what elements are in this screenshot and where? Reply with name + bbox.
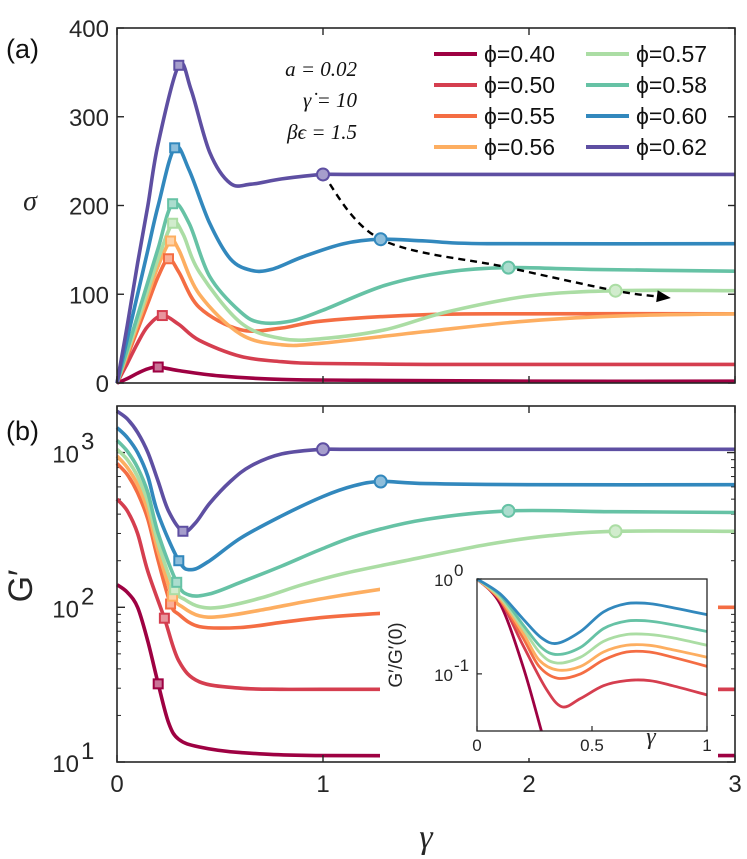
peak-marker-phi-0-40 xyxy=(152,361,164,373)
panel-b-ytick-exponent: 2 xyxy=(81,583,94,610)
modulus-curve-phi-0-55 xyxy=(115,462,406,630)
panel-a-ytick-label: 300 xyxy=(69,105,109,132)
stress-curve-phi-0-50 xyxy=(115,313,735,384)
panel-b-xtick-label: 3 xyxy=(728,771,741,798)
stress-curve-phi-0-57 xyxy=(115,220,736,384)
stress-curve-phi-0-40 xyxy=(116,365,736,385)
modulus-curve-phi-0-57 xyxy=(115,447,736,610)
plateau-marker-phi-0-57 xyxy=(608,283,623,298)
stress-curve-phi-0-55 xyxy=(115,256,736,384)
trend-arrowhead xyxy=(656,290,671,303)
peak-marker-phi-0-57 xyxy=(167,217,179,229)
param-beta-epsilon: βϵ = 1.5 xyxy=(286,120,357,144)
legend-label-phi-0-58: ϕ=0.58 xyxy=(636,72,707,98)
plateau-marker-phi-0-62 xyxy=(316,442,330,457)
modulus-curve-phi-0-60 xyxy=(115,426,736,572)
inset-ytick-exponent: 0 xyxy=(454,561,463,580)
panel-a-ylabel: σ xyxy=(23,186,38,217)
panel-b-xtick-label: 0 xyxy=(110,771,123,798)
peak-marker-phi-0-60 xyxy=(169,142,181,154)
panel-a-ytick-label: 0 xyxy=(96,371,109,398)
legend-label-phi-0-50: ϕ=0.50 xyxy=(484,72,555,98)
stress-curve-phi-0-62 xyxy=(115,61,735,384)
inset-xtick-label: 1 xyxy=(702,736,711,755)
plateau-marker-phi-0-58 xyxy=(501,503,516,518)
inset-xlabel: γ xyxy=(646,724,656,750)
peak-marker-phi-0-50 xyxy=(156,310,168,322)
inset-curve-phi-0-55 xyxy=(476,577,708,680)
trend-arrow xyxy=(322,173,664,299)
panel-b-ylabel: G′ xyxy=(2,570,40,603)
panel-b-xtick-label: 1 xyxy=(316,771,329,798)
legend-label-phi-0-57: ϕ=0.57 xyxy=(636,41,707,67)
panel-b-xtick-label: 2 xyxy=(522,771,535,798)
inset-curve-phi-0-56 xyxy=(476,577,708,672)
plateau-marker-phi-0-57 xyxy=(608,524,623,539)
legend-label-phi-0-56: ϕ=0.56 xyxy=(484,134,555,160)
legend-label-phi-0-55: ϕ=0.55 xyxy=(484,103,555,129)
plateau-marker-phi-0-62 xyxy=(316,167,330,182)
x-axis-label: γ xyxy=(419,819,434,856)
modulus-curve-phi-0-62 xyxy=(115,409,735,534)
panel-b-ytick-label: 10 xyxy=(52,751,79,778)
peak-marker-phi-0-55 xyxy=(163,253,174,265)
yield-marker-phi-0-40 xyxy=(152,678,164,690)
panel-b-ytick-label: 10 xyxy=(52,442,79,469)
inset-ylabel: G′/G′(0) xyxy=(386,622,407,687)
panel-a-ytick-label: 100 xyxy=(69,282,109,309)
panel-b-ytick-label: 10 xyxy=(52,596,79,623)
panel-b-label: (b) xyxy=(6,416,39,446)
peak-marker-phi-0-62 xyxy=(173,59,185,71)
panel-a-ytick-label: 200 xyxy=(69,194,109,221)
inset-curve-phi-0-50 xyxy=(476,577,708,709)
panel-b-frame xyxy=(116,405,736,763)
plateau-marker-phi-0-60 xyxy=(373,474,388,489)
stress-curve-phi-0-60 xyxy=(115,144,736,384)
panel-a-ytick-label: 400 xyxy=(69,16,109,43)
parameters: a = 0.02 γ̇ = 10 βϵ = 1.5 xyxy=(285,57,357,144)
yield-marker-phi-0-60 xyxy=(173,555,185,567)
plateau-marker-phi-0-58 xyxy=(501,260,516,275)
yield-marker-phi-0-58 xyxy=(171,576,183,588)
legend-label-phi-0-60: ϕ=0.60 xyxy=(636,103,707,129)
panel-b-ytick-exponent: 3 xyxy=(81,429,94,456)
panel-b-ytick-exponent: 1 xyxy=(81,738,94,765)
inset-ytick-label: 10 xyxy=(434,666,453,685)
modulus-curve-phi-0-56 xyxy=(115,454,406,620)
inset-curve-phi-0-57 xyxy=(476,577,708,665)
peak-marker-phi-0-58 xyxy=(167,198,179,210)
param-a: a = 0.02 xyxy=(285,57,357,81)
panel-a-label: (a) xyxy=(6,34,39,64)
inset-curve-phi-0-58 xyxy=(476,577,708,656)
peak-marker-phi-0-56 xyxy=(165,235,177,247)
panel-a-frame xyxy=(116,27,736,384)
inset-xtick-label: 0.5 xyxy=(580,736,604,755)
yield-marker-phi-0-50 xyxy=(158,612,170,624)
legend-label-phi-0-62: ϕ=0.62 xyxy=(636,134,707,160)
yield-marker-phi-0-62 xyxy=(177,525,189,537)
param-shear-rate: γ̇ = 10 xyxy=(303,88,357,112)
inset-ytick-exponent: -1 xyxy=(454,656,469,675)
inset-ytick-label: 10 xyxy=(434,571,453,590)
legend-label-phi-0-40: ϕ=0.40 xyxy=(484,41,555,67)
inset-xtick-label: 0 xyxy=(472,736,481,755)
legend: ϕ=0.40 ϕ=0.50 ϕ=0.55 ϕ=0.56 ϕ=0.57 ϕ=0.58 ϕ=0.… xyxy=(434,41,707,160)
plateau-marker-phi-0-60 xyxy=(373,232,388,247)
inset-curve-phi-0-60 xyxy=(476,577,708,645)
